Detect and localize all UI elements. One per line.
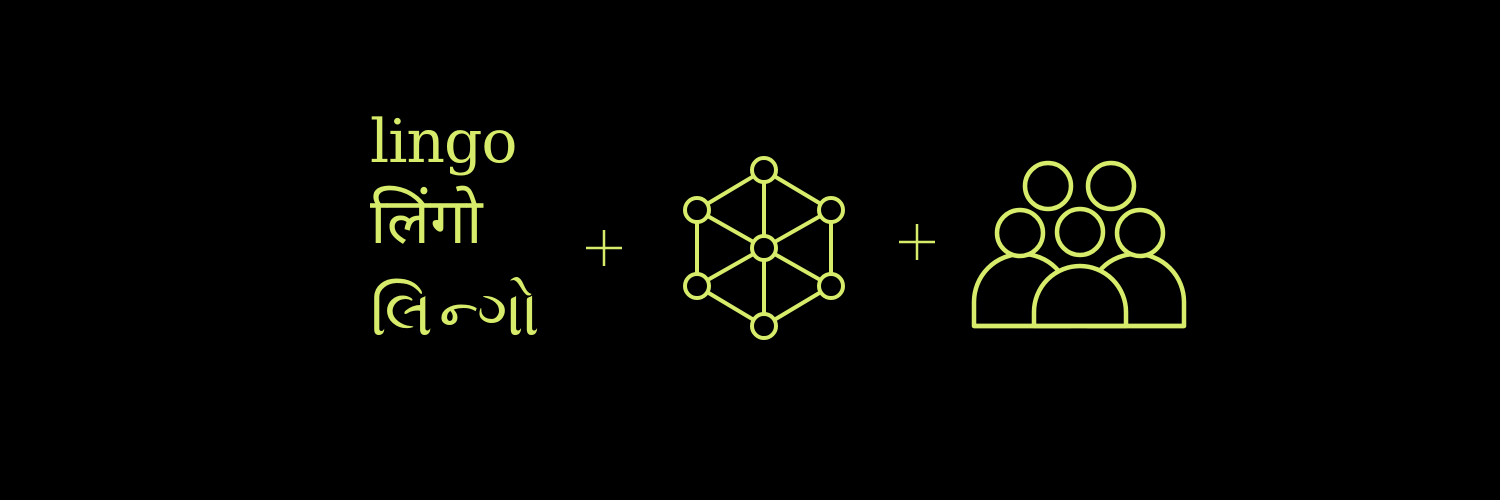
plus-icon — [586, 230, 622, 266]
people-group-icon — [971, 160, 1187, 329]
plus-icon — [899, 224, 935, 260]
word-lingo-devanagari: लिंगो — [370, 185, 483, 259]
word-lingo-latin: lingo — [370, 107, 518, 177]
network-graph-icon — [683, 156, 845, 340]
word-lingo-gujarati: લિન્ગો — [370, 277, 546, 351]
